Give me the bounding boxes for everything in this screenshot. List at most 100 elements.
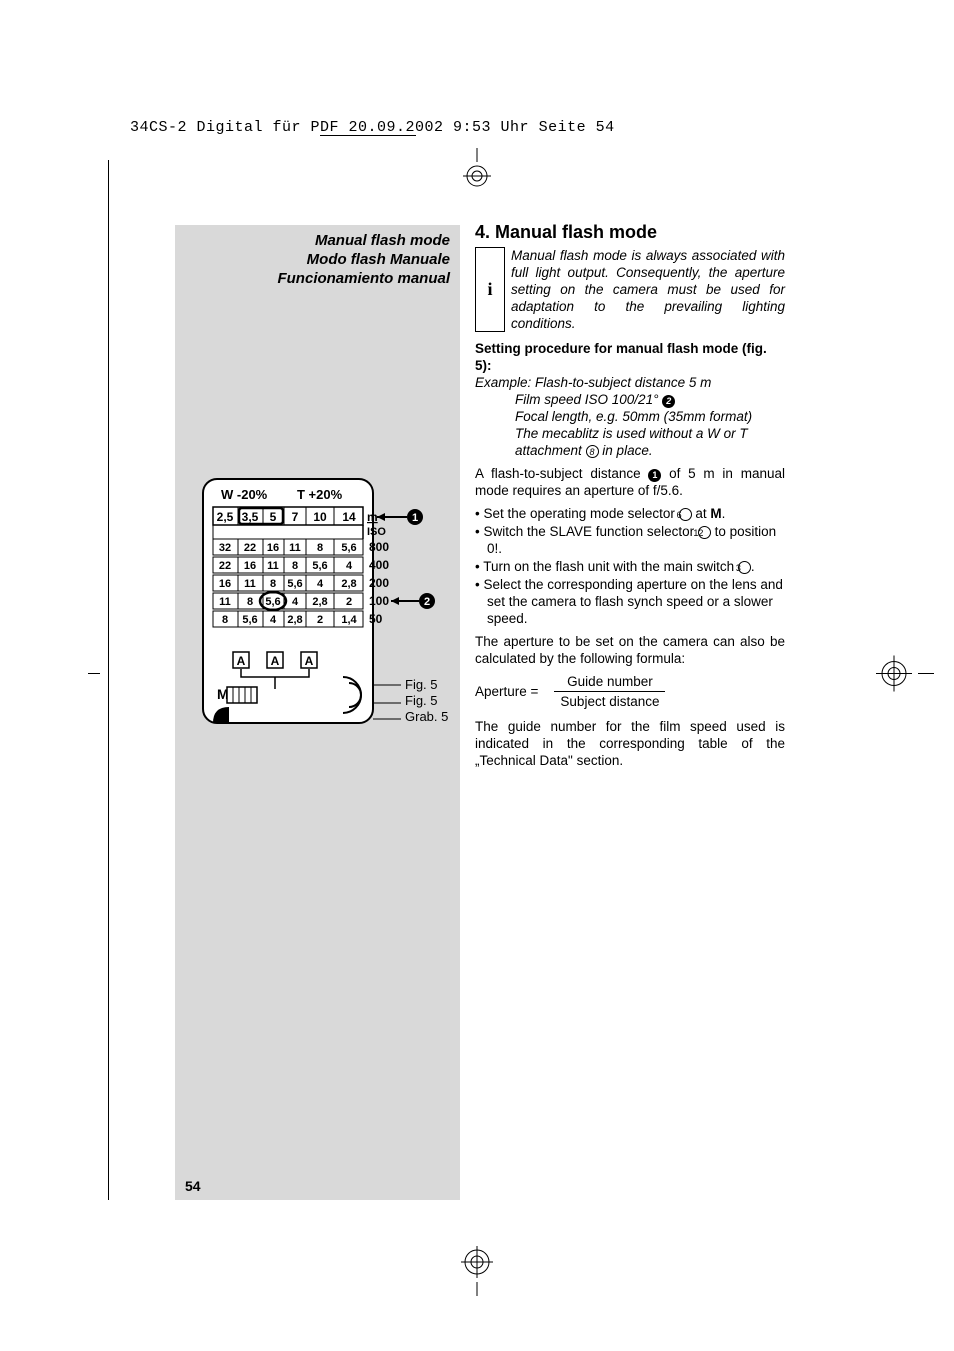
svg-text:50: 50 [369, 612, 383, 626]
body-para-1: A flash-to-subject distance 1 of 5 m in … [475, 465, 785, 499]
svg-text:400: 400 [369, 558, 389, 572]
frame-left [108, 160, 109, 1200]
svg-text:10: 10 [313, 510, 327, 524]
svg-text:5,6: 5,6 [242, 614, 257, 626]
cropmark-top [457, 148, 497, 193]
formula-denominator: Subject distance [554, 692, 665, 710]
svg-text:16: 16 [219, 578, 231, 590]
svg-text:A: A [305, 654, 314, 668]
fig-label-1: Fig. 5 [405, 677, 438, 692]
flash-diagram-svg: W -20% T +20% 2,5 3,5 5 7 10 14 m ISO [185, 477, 460, 757]
svg-text:2: 2 [317, 614, 323, 626]
svg-text:8: 8 [292, 560, 298, 572]
callout-2: 2 [424, 596, 430, 608]
svg-text:4: 4 [270, 614, 277, 626]
formula-lhs: Aperture = [475, 683, 538, 700]
subheading: Setting procedure for manual flash mode … [475, 340, 785, 374]
right-column: 4. Manual flash mode i Manual flash mode… [475, 224, 785, 775]
svg-text:22: 22 [244, 542, 256, 554]
svg-text:8: 8 [270, 578, 276, 590]
fig-label-2: Fig. 5 [405, 693, 438, 708]
svg-text:32: 32 [219, 542, 231, 554]
svg-text:A: A [271, 654, 280, 668]
section-heading: 4. Manual flash mode [475, 224, 785, 241]
bullet-3: Turn on the flash unit with the main swi… [475, 558, 785, 575]
svg-text:8: 8 [317, 542, 323, 554]
svg-text:5,6: 5,6 [265, 596, 280, 608]
indent-line-3: The mecablitz is used without a W or T a… [515, 425, 785, 459]
indent3b: in place. [599, 443, 653, 458]
svg-text:11: 11 [267, 560, 279, 572]
formula-numerator: Guide number [561, 673, 659, 691]
callout-1: 1 [412, 512, 418, 524]
aperture-formula: Aperture = Guide number Subject distance [475, 673, 785, 710]
svg-text:8: 8 [222, 614, 228, 626]
page: 34CS-2 Digital für PDF 20.09.2002 9:53 U… [0, 0, 954, 1351]
svg-text:8: 8 [247, 596, 253, 608]
w-label: W -20% [221, 487, 268, 502]
body-para-3: The guide number for the film speed used… [475, 718, 785, 769]
left-title-it: Modo flash Manuale [307, 250, 450, 269]
svg-text:1,4: 1,4 [341, 614, 357, 626]
info-icon: i [475, 247, 505, 332]
note-text: Manual flash mode is always associated w… [511, 247, 785, 332]
cropmark-bottom [457, 1246, 497, 1301]
t-label: T +20% [297, 487, 343, 502]
svg-text:5,6: 5,6 [341, 542, 356, 554]
ref-8: 8 [586, 445, 599, 458]
indent-line-2: Focal length, e.g. 50mm (35mm format) [515, 408, 785, 425]
note-box: i Manual flash mode is always associated… [475, 247, 785, 332]
svg-text:800: 800 [369, 540, 389, 554]
svg-text:16: 16 [267, 542, 279, 554]
svg-text:200: 200 [369, 576, 389, 590]
slug-underline [320, 135, 416, 136]
svg-text:14: 14 [342, 510, 356, 524]
svg-text:2,8: 2,8 [341, 578, 356, 590]
svg-text:A: A [237, 654, 246, 668]
svg-text:11: 11 [219, 596, 231, 608]
svg-text:2: 2 [346, 596, 352, 608]
ref-6: 6 [679, 508, 692, 521]
svg-text:ISO: ISO [367, 526, 386, 538]
svg-text:m: m [367, 510, 378, 524]
svg-text:100: 100 [369, 594, 389, 608]
body-para-2: The aperture to be set on the camera can… [475, 633, 785, 667]
svg-text:4: 4 [317, 578, 324, 590]
svg-text:11: 11 [289, 542, 301, 554]
body1a: A flash-to-subject distance [475, 466, 648, 481]
ref-12: 12 [698, 526, 711, 539]
indent1-text: Film speed ISO 100/21° [515, 392, 662, 407]
svg-text:5: 5 [270, 510, 277, 524]
svg-text:4: 4 [292, 596, 299, 608]
example-line: Example: Flash-to-subject distance 5 m [475, 374, 785, 391]
cropmark-left [88, 653, 100, 698]
left-title-es: Funcionamiento manual [277, 269, 450, 288]
formula-fraction: Guide number Subject distance [554, 673, 665, 710]
svg-text:16: 16 [244, 560, 256, 572]
indent-line-1: Film speed ISO 100/21° 2 [515, 391, 785, 408]
left-column: Manual flash mode Modo flash Manuale Fun… [175, 225, 460, 1200]
bullet-4: Select the corresponding aperture on the… [475, 576, 785, 627]
svg-text:7: 7 [292, 510, 299, 524]
slug-line: 34CS-2 Digital für PDF 20.09.2002 9:53 U… [130, 119, 615, 136]
svg-text:2,8: 2,8 [287, 614, 302, 626]
ref-2-black: 2 [662, 395, 675, 408]
svg-text:2,5: 2,5 [217, 510, 234, 524]
flash-diagram: W -20% T +20% 2,5 3,5 5 7 10 14 m ISO [185, 477, 460, 762]
svg-text:11: 11 [244, 578, 256, 590]
fig-label-3: Grab. 5 [405, 709, 448, 724]
bullet-1: Set the operating mode selector 6 at M. [475, 505, 785, 522]
bullet-2: Switch the SLAVE function selector 12 to… [475, 523, 785, 557]
ref-1-black: 1 [648, 469, 661, 482]
cropmark-right [874, 653, 934, 698]
svg-text:5,6: 5,6 [287, 578, 302, 590]
svg-text:2,8: 2,8 [312, 596, 327, 608]
svg-text:5,6: 5,6 [312, 560, 327, 572]
ref-3: 3 [738, 561, 751, 574]
svg-text:4: 4 [346, 560, 353, 572]
svg-text:22: 22 [219, 560, 231, 572]
svg-text:3,5: 3,5 [242, 510, 259, 524]
page-number: 54 [185, 1178, 201, 1194]
bullet-list: Set the operating mode selector 6 at M. … [475, 505, 785, 627]
left-title-en: Manual flash mode [315, 231, 450, 250]
